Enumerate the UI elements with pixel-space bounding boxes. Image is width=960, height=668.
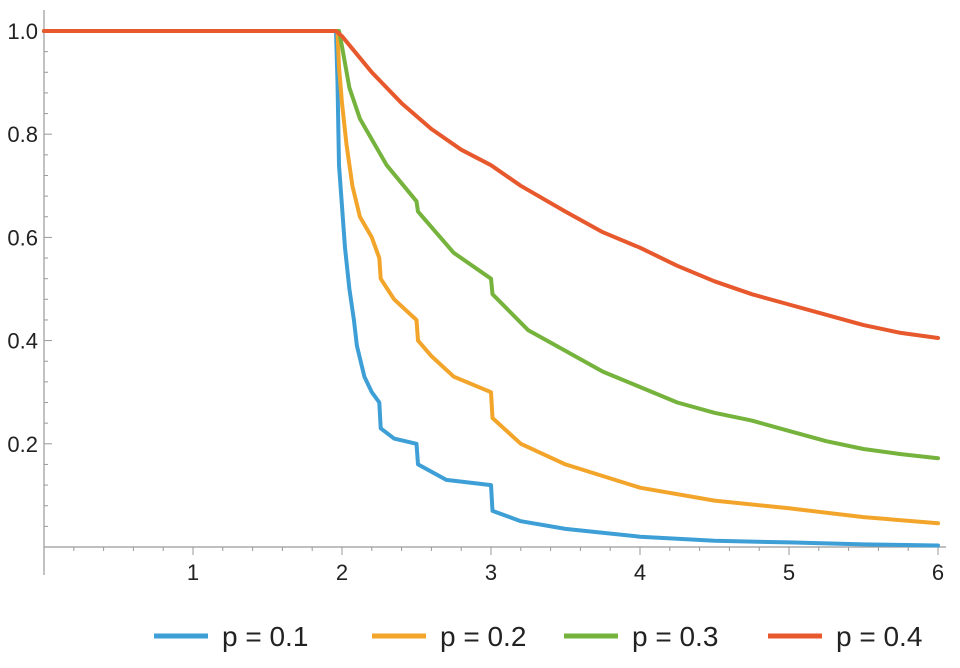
x-tick-label: 6 [932, 560, 944, 585]
y-tick-label: 0.2 [7, 432, 38, 457]
x-tick-label: 1 [187, 560, 199, 585]
y-ticks: 0.2 0.4 0.6 0.8 1.0 [7, 19, 52, 527]
series-line [42, 29, 940, 526]
y-tick-label: 0.4 [7, 329, 38, 354]
legend-label: p = 0.1 [222, 621, 308, 652]
x-tick-label: 3 [485, 560, 497, 585]
series-line [42, 29, 940, 340]
legend-label: p = 0.3 [632, 621, 718, 652]
axes: 1 2 3 4 5 6 0.2 0.4 0.6 0.8 1.0 [7, 10, 946, 585]
x-ticks: 1 2 3 4 5 6 [73, 547, 944, 585]
x-tick-label: 5 [783, 560, 795, 585]
legend-label: p = 0.4 [836, 621, 922, 652]
series-line [42, 29, 940, 461]
x-tick-label: 4 [634, 560, 646, 585]
y-tick-label: 0.6 [7, 225, 38, 250]
legend: p = 0.1 p = 0.2 p = 0.3 p = 0.4 [154, 621, 922, 652]
x-tick-label: 2 [336, 560, 348, 585]
series-layer [42, 29, 940, 548]
series-line [42, 29, 940, 548]
legend-label: p = 0.2 [440, 621, 526, 652]
y-tick-label: 1.0 [7, 19, 38, 44]
y-tick-label: 0.8 [7, 122, 38, 147]
